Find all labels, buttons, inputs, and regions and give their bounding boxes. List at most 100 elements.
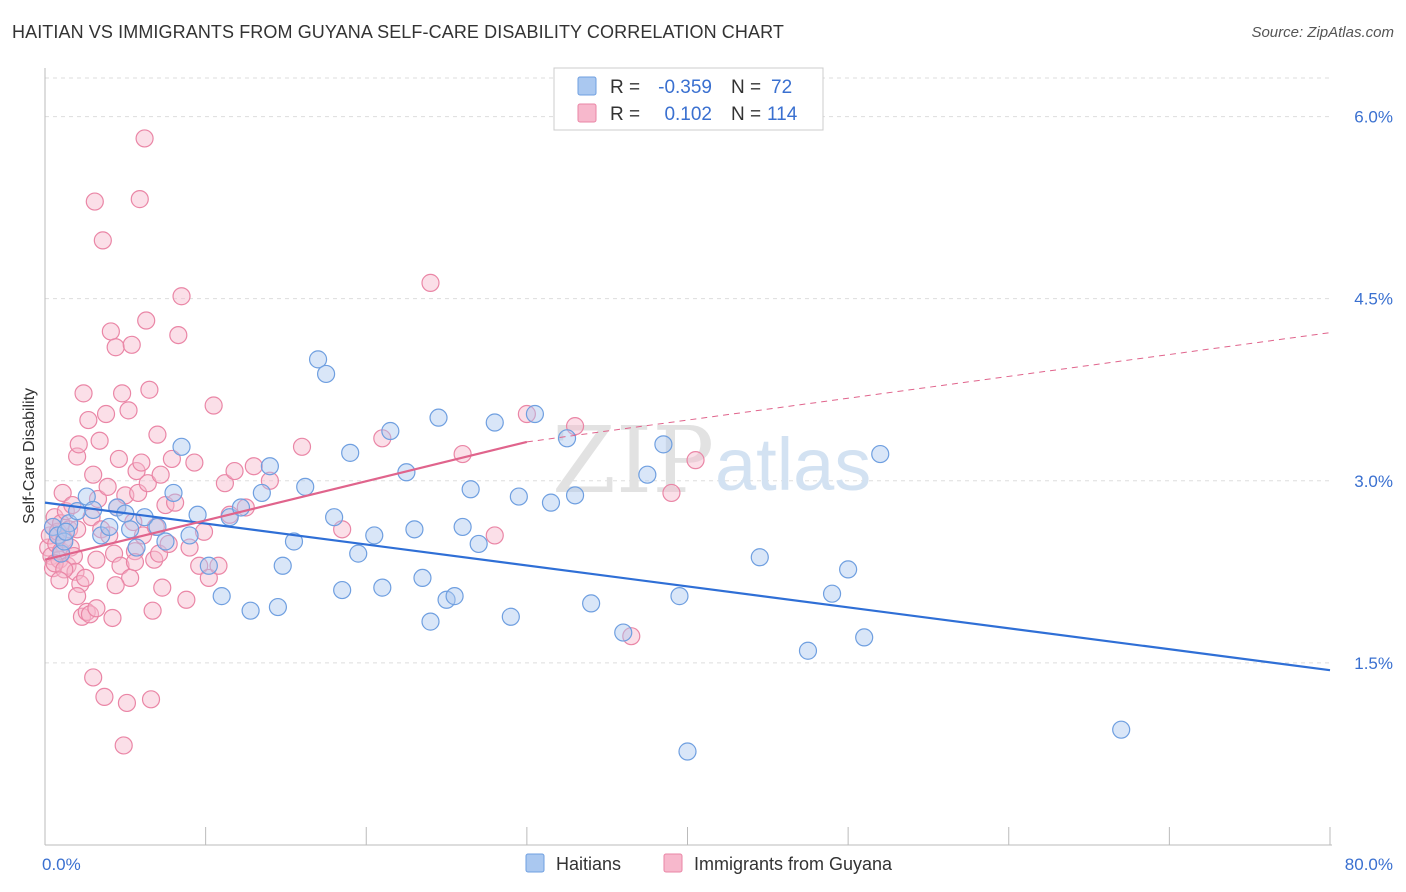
watermark-atlas: atlas (715, 423, 871, 506)
guyana-point (185, 453, 204, 472)
haitians-point (871, 444, 890, 464)
haitians-point (316, 364, 336, 384)
guyana-point (101, 322, 120, 341)
guyana-point (138, 474, 157, 493)
stats-legend-swatch-guyana (577, 103, 597, 123)
haitians-point (296, 477, 315, 496)
stats-legend: R = -0.359 N = 72 R = 0.102 N = 114 (553, 67, 824, 131)
guyana-point (662, 483, 681, 503)
haitians-point (541, 493, 561, 512)
haitians-point (268, 597, 288, 617)
guyana-point (145, 550, 164, 569)
guyana-point (244, 457, 263, 476)
haitians-point (212, 587, 231, 606)
stats-legend-box (553, 67, 824, 131)
guyana-point (119, 401, 138, 420)
haitians-point (156, 532, 175, 551)
stats-legend-r-value-0: -0.359 (658, 77, 712, 98)
guyana-point (151, 465, 170, 484)
guyana-point (137, 311, 156, 330)
haitians-point (461, 480, 480, 499)
haitians-point (381, 421, 400, 441)
guyana-point (68, 587, 87, 606)
guyana-point (125, 553, 145, 572)
series-legend-swatch-haitians (525, 853, 545, 873)
guyana-trend-extension (526, 332, 1331, 443)
guyana-point (153, 578, 172, 597)
guyana-point (103, 608, 122, 628)
guyana-point (98, 477, 117, 496)
guyana-point (50, 571, 69, 590)
haitians-point (565, 486, 585, 505)
haitians-point (525, 404, 545, 424)
haitians-point (341, 443, 360, 462)
haitians-point (670, 587, 689, 606)
y-axis-tick-labels: 1.5% 3.0% 4.5% 6.0% (1354, 108, 1393, 673)
guyana-point (85, 192, 104, 211)
series-legend-label-guyana: Immigrants from Guyana (694, 854, 893, 874)
guyana-point (421, 273, 440, 292)
trend-lines (44, 332, 1331, 672)
guyana-point (169, 325, 188, 345)
guyana-point (74, 384, 93, 403)
chart-title: HAITIAN VS IMMIGRANTS FROM GUYANA SELF-C… (12, 22, 784, 42)
y-tick-label: 3.0% (1354, 472, 1393, 491)
haitians-point (199, 556, 218, 575)
guyana-point (177, 590, 196, 609)
guyana-point (88, 489, 108, 509)
guyana-point (90, 431, 109, 450)
guyana-point (95, 687, 114, 706)
haitians-point (750, 548, 769, 567)
haitians-point (557, 429, 577, 448)
guyana-point (132, 453, 151, 472)
y-tick-label: 1.5% (1354, 654, 1393, 673)
stats-legend-n-value-1: 114 (767, 104, 798, 125)
guyana-point (159, 534, 178, 554)
haitians-point (180, 526, 199, 545)
haitians-point (509, 487, 528, 506)
stats-legend-swatch-haitians (577, 76, 597, 96)
stats-legend-n-label-0: N = (731, 77, 761, 98)
guyana-point (87, 599, 106, 618)
guyana-point (53, 483, 72, 503)
source-credit: Source: ZipAtlas.com (1251, 24, 1394, 41)
stats-legend-n-value-0: 72 (771, 77, 792, 98)
guyana-point (141, 690, 161, 709)
haitians-point (325, 508, 344, 527)
haitians-point (373, 578, 392, 597)
haitians-point (308, 350, 328, 369)
haitians-point (172, 437, 191, 456)
haitians-point (614, 623, 633, 642)
guyana-point (127, 461, 146, 481)
guyana-point (109, 449, 128, 469)
haitians-trend-line (44, 501, 1331, 672)
guyana-point (106, 338, 125, 357)
haitians-point (121, 520, 140, 539)
haitians-point (654, 435, 673, 454)
y-tick-label: 4.5% (1354, 290, 1393, 309)
guyana-point (117, 693, 137, 713)
haitians-point (839, 560, 858, 579)
series-legend: Haitians Immigrants from Guyana (525, 853, 893, 874)
haitians-point (453, 517, 472, 537)
stats-legend-r-label-1: R = (610, 104, 640, 125)
guyana-point (130, 190, 149, 209)
guyana-point (112, 384, 132, 403)
haitians-point (56, 522, 75, 541)
guyana-point (87, 550, 106, 569)
haitians-point (1112, 720, 1131, 739)
haitians-point (445, 587, 464, 606)
y-tick-label: 6.0% (1354, 108, 1393, 127)
haitians-point (421, 612, 440, 631)
guyana-point (69, 435, 88, 454)
guyana-point (292, 437, 312, 456)
haitians-point (333, 580, 352, 600)
guyana-point (84, 465, 103, 484)
haitians-point (100, 517, 119, 537)
haitians-point (273, 556, 292, 575)
guyana-point (172, 287, 191, 306)
guyana-point (122, 335, 141, 354)
guyana-point (686, 451, 705, 470)
guyana-point (135, 129, 154, 148)
